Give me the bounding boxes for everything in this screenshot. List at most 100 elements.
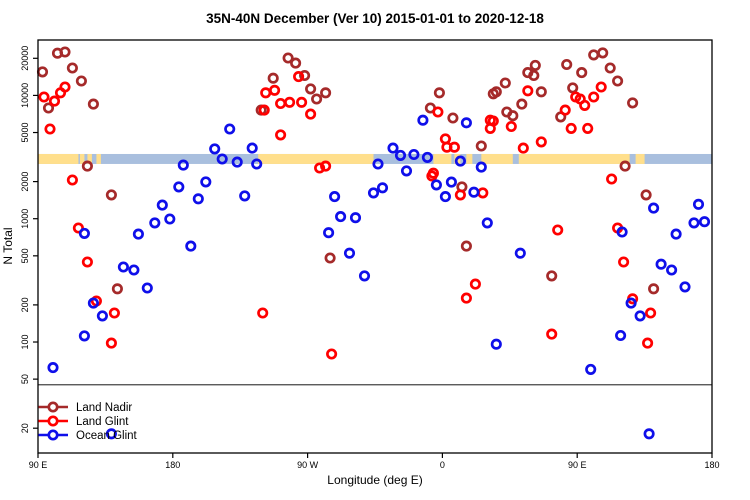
data-point-land-glint (44, 123, 56, 135)
data-point-land-glint (588, 91, 600, 103)
x-tick-label: 180 (165, 460, 180, 470)
data-point-ocean-glint (78, 227, 90, 239)
data-point-ocean-glint (634, 310, 646, 322)
data-point-land-glint (579, 99, 591, 111)
data-point-ocean-glint (96, 310, 108, 322)
data-point-land-glint (595, 81, 607, 93)
data-point-ocean-glint (468, 186, 480, 198)
legend-label-land-nadir: Land Nadir (76, 402, 132, 414)
data-point-ocean-glint (173, 181, 185, 193)
data-point-land-glint (275, 129, 287, 141)
x-tick-label: 180 (704, 460, 719, 470)
data-point-land-glint (477, 187, 489, 199)
data-point-land-glint (487, 115, 499, 127)
y-tick-label: 10000 (20, 83, 30, 108)
data-point-land-nadir (105, 189, 117, 201)
data-point-ocean-glint (246, 142, 258, 154)
data-point-land-nadir (499, 77, 511, 89)
data-point-land-glint (439, 133, 451, 145)
map-band-land-segment (258, 153, 374, 164)
data-point-ocean-glint (78, 330, 90, 342)
data-point-ocean-glint (329, 191, 341, 203)
data-point-land-nadir (299, 69, 311, 82)
data-point-ocean-glint (251, 158, 263, 170)
map-band-land-segment (518, 153, 630, 164)
data-point-ocean-glint (616, 226, 628, 238)
data-point-ocean-glint (358, 270, 371, 282)
data-point-land-nadir (561, 58, 573, 71)
data-point-land-nadir (487, 88, 499, 100)
data-point-land-nadir (36, 66, 49, 78)
y-tick-label: 2000 (20, 172, 30, 192)
data-point-land-nadir (648, 283, 660, 295)
data-point-ocean-glint (454, 155, 466, 167)
data-point-land-nadir (81, 160, 93, 172)
map-band-ocean (38, 153, 712, 164)
data-point-land-glint (582, 122, 594, 134)
legend-label-ocean-glint: Ocean Glint (76, 430, 138, 442)
data-point-ocean-glint (231, 156, 243, 168)
y-tick-label: 1000 (20, 209, 30, 229)
data-point-land-glint (326, 348, 338, 360)
legend-point-symbol (47, 401, 59, 413)
data-point-ocean-glint (47, 362, 59, 374)
legend-point-symbol (47, 429, 59, 441)
data-point-land-nadir (535, 86, 547, 98)
data-point-land-nadir (324, 252, 336, 264)
map-band-land-segment (433, 153, 452, 164)
data-point-land-nadir (320, 87, 332, 99)
data-point-ocean-glint (200, 176, 212, 188)
x-tick-label: 0 (440, 460, 445, 470)
data-point-ocean-glint (209, 143, 221, 155)
data-point-land-nadir (87, 98, 99, 110)
data-point-ocean-glint (164, 213, 176, 225)
data-point-land-glint (448, 141, 460, 153)
data-point-land-nadir (619, 160, 631, 172)
data-point-land-nadir (59, 46, 71, 58)
data-point-land-nadir (475, 140, 487, 152)
data-point-ocean-glint (666, 264, 678, 276)
data-point-land-glint (320, 160, 332, 172)
data-point-land-glint (314, 162, 326, 174)
data-point-ocean-glint (698, 216, 711, 228)
legend-symbols (38, 401, 68, 441)
data-point-ocean-glint (585, 363, 597, 375)
data-point-land-glint (269, 84, 281, 96)
map-band-land-segment (96, 153, 101, 164)
data-point-ocean-glint (430, 179, 442, 191)
data-point-land-glint (81, 256, 93, 268)
data-point-land-glint (606, 173, 618, 185)
data-point-land-nadir (305, 83, 317, 95)
axis-ticks: 90 E 180 90 W 0 90 E 180 20 50 100 200 500 1000 2000… (20, 46, 720, 470)
x-tick-label: 90 E (29, 460, 48, 470)
y-tick-label: 50 (20, 374, 30, 384)
data-point-land-nadir (42, 102, 55, 114)
data-point-ocean-glint (417, 114, 429, 126)
data-point-land-glint (522, 85, 534, 97)
data-point-land-glint (105, 337, 117, 349)
data-point-land-glint (454, 189, 466, 201)
data-point-ocean-glint (224, 123, 236, 135)
data-point-ocean-glint (376, 182, 389, 194)
x-tick-label: 90 W (297, 460, 319, 470)
data-point-ocean-glint (132, 228, 144, 240)
data-point-ocean-glint (128, 264, 140, 276)
legend: Land Nadir Land Glint Ocean Glint (38, 401, 138, 442)
map-band-land-segment (87, 153, 92, 164)
data-point-ocean-glint (400, 165, 413, 177)
y-axis-label: N Total (1, 227, 15, 264)
data-point-ocean-glint (514, 247, 526, 259)
data-point-land-nadir (528, 69, 540, 82)
map-band-land-segment (635, 153, 645, 164)
data-point-land-nadir (546, 270, 558, 282)
data-point-land-nadir (290, 57, 302, 69)
data-point-ocean-glint (117, 261, 129, 273)
data-point-land-glint (108, 307, 120, 319)
data-point-ocean-glint (105, 428, 117, 440)
data-point-land-glint (66, 174, 78, 186)
data-point-ocean-glint (408, 148, 420, 161)
data-point-ocean-glint (643, 428, 655, 440)
data-point-land-glint (296, 96, 308, 108)
data-point-land-nadir (75, 75, 87, 87)
data-point-land-nadir (267, 72, 279, 84)
